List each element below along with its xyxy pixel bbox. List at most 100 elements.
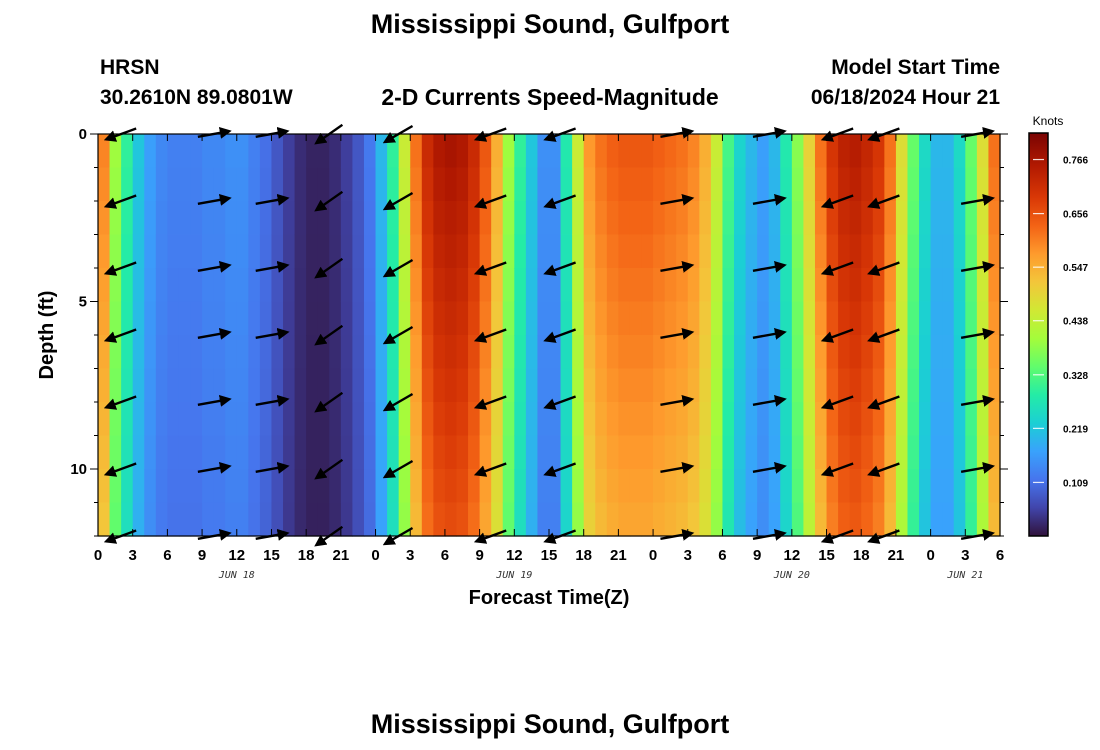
heatmap-cell (965, 469, 978, 504)
heatmap-cell (444, 167, 458, 202)
heatmap-cell (132, 268, 145, 303)
heatmap-cell (942, 469, 955, 504)
current-arrow (820, 261, 854, 276)
heatmap-cell (930, 435, 943, 470)
heatmap-cell (225, 502, 238, 537)
heatmap-cell (919, 301, 932, 336)
heatmap-cell (641, 469, 654, 504)
heatmap-cell (167, 234, 180, 269)
heatmap-cell (814, 201, 828, 236)
heatmap-cell (236, 134, 249, 169)
heatmap-cell (745, 502, 758, 537)
heatmap-cell (710, 301, 724, 336)
heatmap-cell (306, 201, 319, 236)
heatmap-cell (387, 234, 400, 269)
heatmap-cell (872, 368, 885, 403)
heatmap-cell (768, 335, 781, 370)
heatmap-cell (849, 502, 862, 537)
heatmap-cell (930, 268, 943, 303)
heatmap-cell (144, 435, 157, 470)
heatmap-cell (190, 402, 203, 437)
heatmap-cell (803, 402, 816, 437)
heatmap-cell (433, 301, 446, 336)
heatmap-cell (780, 167, 793, 202)
heatmap-cell (849, 335, 862, 370)
heatmap-cell (317, 368, 330, 403)
heatmap-cell (861, 201, 874, 236)
heatmap-cell (664, 234, 677, 269)
y-axis-label: Depth (ft) (36, 291, 58, 380)
heatmap-cell (884, 268, 897, 303)
heatmap-cell (629, 134, 643, 169)
heatmap-cell (745, 469, 758, 504)
heatmap-cell (398, 301, 411, 336)
heatmap-cell (236, 502, 249, 537)
heatmap-cell (167, 368, 180, 403)
heatmap-cell (317, 301, 330, 336)
heatmap-cell (942, 402, 955, 437)
heatmap-cell (629, 469, 643, 504)
heatmap-cell (109, 502, 122, 537)
heatmap-cell (699, 167, 712, 202)
heatmap-cell (121, 234, 134, 269)
heatmap-cell (907, 502, 920, 537)
heatmap-cell (676, 469, 689, 504)
heatmap-cell (259, 368, 273, 403)
heatmap-cell (537, 469, 550, 504)
heatmap-cell (699, 502, 712, 537)
heatmap-cell (132, 335, 145, 370)
heatmap-cell (283, 201, 296, 236)
heatmap-cell (988, 502, 1001, 537)
heatmap-cell (814, 335, 828, 370)
heatmap-cell (444, 335, 458, 370)
heatmap-cell (687, 402, 700, 437)
heatmap-cell (791, 167, 805, 202)
heatmap-cell (560, 402, 573, 437)
heatmap-cell (722, 502, 735, 537)
heatmap-cell (213, 301, 226, 336)
heatmap-cell (190, 502, 203, 537)
heatmap-cell (872, 435, 885, 470)
heatmap-cell (919, 368, 932, 403)
heatmap-cell (664, 134, 677, 169)
heatmap-cell (178, 402, 192, 437)
heatmap-cell (895, 201, 909, 236)
heatmap-cell (190, 301, 203, 336)
heatmap-cell (849, 201, 862, 236)
heatmap-cell (745, 435, 758, 470)
heatmap-cell (838, 435, 851, 470)
heatmap-cell (167, 435, 180, 470)
current-arrow (197, 327, 232, 340)
heatmap-cell (98, 469, 111, 504)
heatmap-cell (340, 234, 354, 269)
model-start-label: Model Start Time (831, 56, 1000, 79)
heatmap-cell (838, 134, 851, 169)
heatmap-cell (225, 201, 238, 236)
heatmap-cell (814, 435, 828, 470)
heatmap-cell (352, 301, 365, 336)
heatmap-cell (98, 435, 111, 470)
heatmap-cell (283, 167, 296, 202)
current-arrow (660, 260, 695, 273)
heatmap-cell (826, 402, 839, 437)
heatmap-cell (988, 167, 1001, 202)
current-arrow (660, 461, 695, 474)
heatmap-cell (363, 167, 377, 202)
heatmap-cell (826, 301, 839, 336)
heatmap-cell (791, 368, 805, 403)
heatmap-cell (525, 134, 539, 169)
heatmap-cell (294, 167, 307, 202)
heatmap-cell (306, 402, 319, 437)
heatmap-cell (676, 368, 689, 403)
heatmap-cell (838, 469, 851, 504)
heatmap-cell (444, 134, 458, 169)
heatmap-cell (919, 201, 932, 236)
heatmap-cell (618, 301, 631, 336)
heatmap-cell (340, 368, 354, 403)
heatmap-cell (884, 335, 897, 370)
heatmap-cell (826, 134, 839, 169)
heatmap-cell (838, 167, 851, 202)
heatmap-cell (525, 268, 539, 303)
heatmap-cell (248, 134, 261, 169)
heatmap-cell (699, 469, 712, 504)
